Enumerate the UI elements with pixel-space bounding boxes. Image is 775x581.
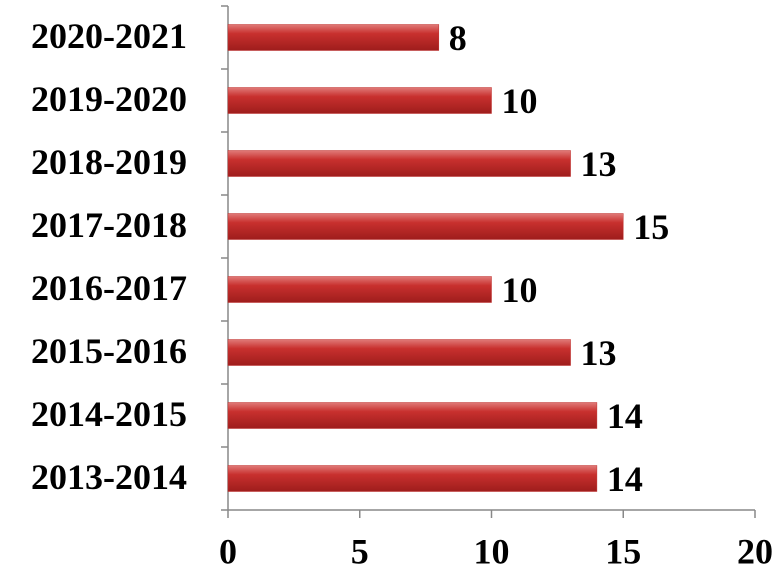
x-tick-label: 20 [737, 531, 773, 571]
y-tick-label: 2020-2021 [31, 16, 187, 56]
y-tick-label: 2019-2020 [31, 79, 187, 119]
data-label: 15 [633, 207, 669, 247]
bar [227, 150, 571, 177]
bar [227, 276, 492, 303]
bar [227, 24, 440, 51]
x-tick-label: 10 [474, 531, 510, 571]
bar [227, 339, 571, 366]
bar [227, 213, 624, 240]
data-label: 13 [581, 144, 617, 184]
data-label: 14 [607, 396, 643, 436]
x-tick-label: 15 [605, 531, 641, 571]
x-tick-label: 0 [219, 531, 237, 571]
bar [227, 465, 598, 492]
data-label: 8 [449, 18, 467, 58]
data-label: 13 [581, 333, 617, 373]
y-tick-label: 2013-2014 [31, 457, 187, 497]
data-label: 10 [502, 270, 538, 310]
y-tick-label: 2014-2015 [31, 394, 187, 434]
data-label: 10 [502, 81, 538, 121]
y-tick-label: 2018-2019 [31, 142, 187, 182]
y-tick-label: 2015-2016 [31, 331, 187, 371]
bar [227, 402, 598, 429]
x-tick-label: 5 [351, 531, 369, 571]
y-tick-label: 2016-2017 [31, 268, 187, 308]
data-label: 14 [607, 459, 643, 499]
bar [227, 87, 492, 114]
y-tick-label: 2017-2018 [31, 205, 187, 245]
